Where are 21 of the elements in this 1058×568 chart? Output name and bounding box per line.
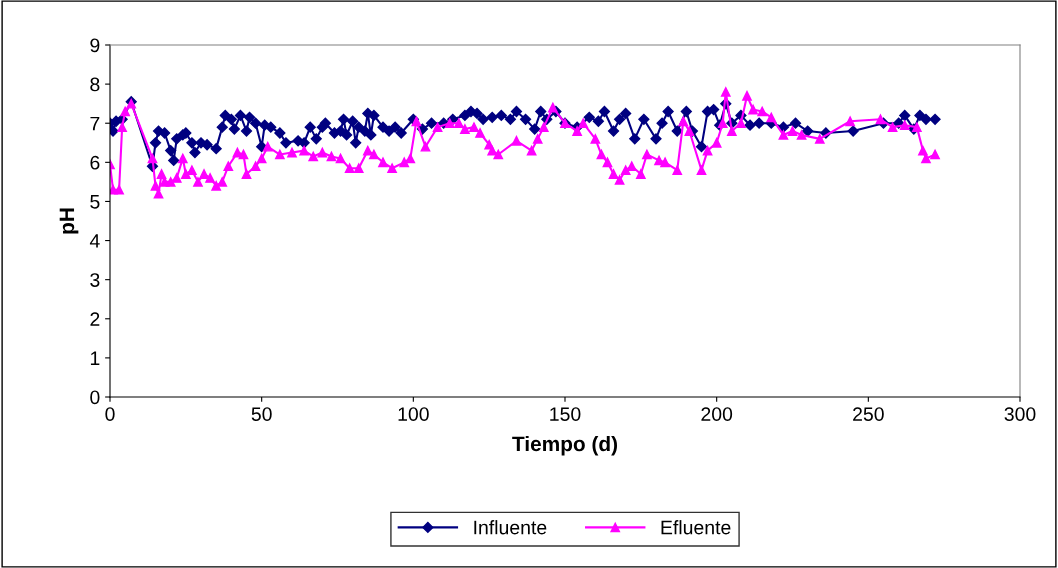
x-tick-label: 200 bbox=[701, 407, 733, 421]
x-tick-label: 300 bbox=[1004, 407, 1036, 421]
y-tick-label: 0 bbox=[90, 390, 100, 405]
y-tick-label: 6 bbox=[90, 155, 100, 170]
x-tick-label: 150 bbox=[550, 407, 581, 421]
x-axis-title: Tiempo (d) bbox=[512, 435, 618, 456]
y-tick-label: 7 bbox=[90, 116, 100, 131]
x-tick-label: 100 bbox=[398, 407, 429, 421]
legend-label: Efluente bbox=[661, 520, 731, 535]
y-tick-label: 3 bbox=[90, 273, 100, 287]
x-tick-label: 0 bbox=[105, 407, 115, 421]
y-tick-label: 2 bbox=[90, 312, 100, 326]
y-tick-label: 5 bbox=[90, 195, 100, 209]
legend-label: Influente bbox=[474, 520, 547, 535]
y-axis-title: pH bbox=[59, 208, 79, 234]
y-tick-label: 4 bbox=[89, 234, 100, 248]
x-tick-label: 50 bbox=[251, 407, 272, 421]
y-tick-label: 1 bbox=[90, 351, 100, 365]
y-tick-label: 8 bbox=[90, 77, 100, 92]
y-tick-label: 9 bbox=[90, 38, 100, 53]
x-tick-label: 250 bbox=[853, 407, 884, 421]
